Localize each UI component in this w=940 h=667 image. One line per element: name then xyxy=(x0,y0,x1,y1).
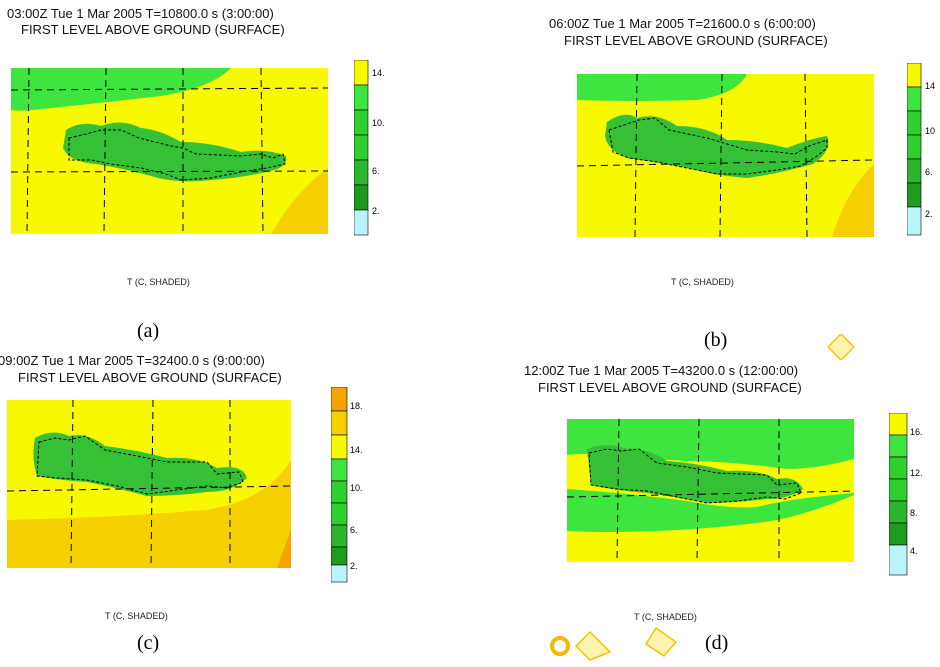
coastline xyxy=(608,117,828,175)
colorbar-segment xyxy=(906,62,922,88)
panel-caption: (d) xyxy=(705,632,729,654)
colorbar-segment xyxy=(888,434,908,458)
colorbar-segment xyxy=(353,59,369,86)
grid-lines xyxy=(7,400,291,568)
land-mass xyxy=(63,122,287,182)
colorbar-segment xyxy=(330,564,348,583)
colorbar-segment xyxy=(888,522,908,546)
colorbar: 16. 12. 8. 4. xyxy=(888,412,929,583)
field-label: T (C, SHADED) xyxy=(127,277,190,287)
panel-title: 06:00Z Tue 1 Mar 2005 T=21600.0 s (6:00:… xyxy=(549,16,816,31)
colorbar-tick-label: 2. xyxy=(925,209,933,219)
colorbar-tick-label: 10. xyxy=(372,118,385,128)
colorbar-segment xyxy=(906,134,922,160)
cold-sea-region xyxy=(577,74,747,101)
colorbar-tick-label: 2. xyxy=(372,206,380,216)
colorbar-tick-label: 4. xyxy=(910,546,918,556)
grid-lines xyxy=(577,74,874,237)
colorbar-segment xyxy=(330,502,348,526)
panel-d: 12:00Z Tue 1 Mar 2005 T=43200.0 s (12:00… xyxy=(470,331,940,662)
warm-sea-region xyxy=(7,460,291,568)
panel-subtitle: FIRST LEVEL ABOVE GROUND (SURFACE) xyxy=(21,22,285,37)
colorbar-segment xyxy=(906,110,922,136)
colorbar-segment xyxy=(330,480,348,504)
colorbar: 18. 14. 10. 6. 2. xyxy=(330,386,371,592)
colorbar-tick-label: 14 xyxy=(925,81,935,91)
panel-a: 03:00Z Tue 1 Mar 2005 T=10800.0 s (3:00:… xyxy=(0,0,470,342)
land-mass xyxy=(587,445,803,503)
colorbar-tick-label: 14. xyxy=(350,445,363,455)
colorbar-segment xyxy=(888,412,908,436)
colorbar-segment xyxy=(353,134,369,161)
temperature-map xyxy=(11,68,328,234)
colorbar-segment xyxy=(353,184,369,211)
colorbar-segment xyxy=(330,434,348,460)
field-label: T (C, SHADED) xyxy=(105,611,168,621)
panel-caption: (a) xyxy=(137,320,160,342)
colorbar-tick-label: 6. xyxy=(925,167,933,177)
colorbar-segment xyxy=(888,500,908,524)
colorbar-segment xyxy=(906,158,922,184)
coastline xyxy=(68,129,286,181)
panel-caption: (b) xyxy=(704,329,728,351)
colorbar-segment xyxy=(906,86,922,112)
field-label: T (C, SHADED) xyxy=(634,612,697,622)
colorbar-tick-label: 6. xyxy=(372,166,380,176)
colorbar-tick-label: 18. xyxy=(350,401,363,411)
colorbar: 14 10 6. 2. xyxy=(906,62,940,248)
colorbar-segment xyxy=(906,206,922,236)
panel-subtitle: FIRST LEVEL ABOVE GROUND (SURFACE) xyxy=(538,380,802,395)
colorbar-tick-label: 8. xyxy=(910,508,918,518)
warm-sea-region xyxy=(271,168,328,234)
coastline xyxy=(588,448,802,504)
colorbar-segment xyxy=(330,524,348,548)
cold-sea-lower xyxy=(567,489,854,532)
hot-sea-region xyxy=(277,530,291,568)
temperature-map xyxy=(577,74,874,237)
colorbar-tick-label: 12. xyxy=(910,468,923,478)
colorbar-segment xyxy=(353,209,369,236)
panel-c: 09:00Z Tue 1 Mar 2005 T=32400.0 s (9:00:… xyxy=(0,331,470,662)
colorbar-tick-label: 10 xyxy=(925,126,935,136)
temperature-map xyxy=(7,400,291,568)
watermark-shape xyxy=(546,626,686,667)
colorbar-segment xyxy=(330,410,348,436)
panel-title: 09:00Z Tue 1 Mar 2005 T=32400.0 s (9:00:… xyxy=(0,353,265,368)
coastline xyxy=(36,435,244,495)
colorbar-segment xyxy=(888,544,908,576)
panel-subtitle: FIRST LEVEL ABOVE GROUND (SURFACE) xyxy=(564,33,828,48)
warm-sea-region xyxy=(832,164,874,237)
field-label: T (C, SHADED) xyxy=(671,277,734,287)
colorbar-segment xyxy=(330,458,348,482)
colorbar-tick-label: 2. xyxy=(350,561,358,571)
colorbar-tick-label: 10. xyxy=(350,483,363,493)
colorbar-segment xyxy=(353,159,369,186)
colorbar-segment xyxy=(906,182,922,208)
panel-subtitle: FIRST LEVEL ABOVE GROUND (SURFACE) xyxy=(18,370,282,385)
watermark-shape xyxy=(826,332,856,365)
colorbar-segment xyxy=(353,109,369,136)
colorbar-tick-label: 14. xyxy=(372,68,385,78)
panel-title: 03:00Z Tue 1 Mar 2005 T=10800.0 s (3:00:… xyxy=(7,6,274,21)
panel-b: 06:00Z Tue 1 Mar 2005 T=21600.0 s (6:00:… xyxy=(470,0,940,351)
colorbar-segment xyxy=(888,478,908,502)
colorbar-segment xyxy=(353,84,369,111)
colorbar-segment xyxy=(330,386,348,412)
panel-caption: (c) xyxy=(137,632,160,654)
colorbar-tick-label: 16. xyxy=(910,427,923,437)
colorbar-segment xyxy=(330,546,348,566)
panel-title: 12:00Z Tue 1 Mar 2005 T=43200.0 s (12:00… xyxy=(524,363,799,378)
colorbar: 14. 10. 6. 2. xyxy=(353,59,394,245)
colorbar-tick-label: 6. xyxy=(350,525,358,535)
grid-lines xyxy=(11,68,328,234)
colorbar-segment xyxy=(888,456,908,480)
temperature-map xyxy=(567,419,854,562)
